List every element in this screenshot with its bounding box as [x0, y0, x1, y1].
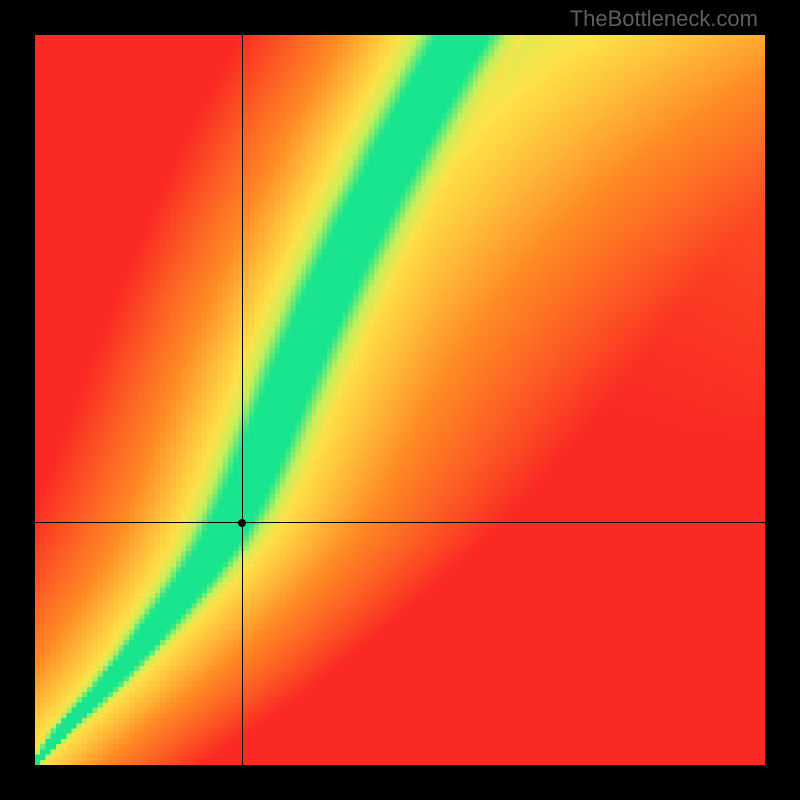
watermark-text: TheBottleneck.com — [570, 6, 758, 32]
marker-dot — [238, 519, 246, 527]
crosshair-vertical — [242, 35, 243, 765]
heatmap-canvas — [35, 35, 765, 765]
heatmap-plot — [35, 35, 765, 765]
crosshair-horizontal — [35, 522, 765, 523]
